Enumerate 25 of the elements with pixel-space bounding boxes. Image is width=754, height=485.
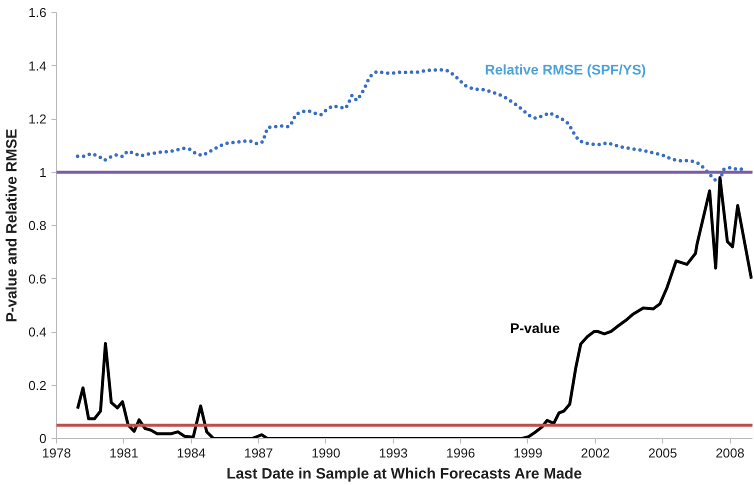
x-tick-label: 1990 (311, 446, 340, 460)
x-tick-label: 1993 (378, 446, 408, 460)
x-tick-label: 2008 (716, 446, 745, 460)
y-tick-label: 1.6 (28, 5, 47, 20)
y-tick-label: 0.2 (28, 378, 47, 393)
x-tick-label: 1984 (176, 446, 206, 460)
y-tick-label: 1 (39, 164, 47, 180)
y-tick-label: 1.4 (28, 58, 47, 74)
x-tick-label: 1987 (244, 446, 274, 460)
y-tick-label: 0.6 (28, 271, 47, 286)
y-axis-title: P-value and Relative RMSE (3, 128, 20, 322)
series-label: P-value (510, 320, 560, 336)
y-tick-label: 0.8 (28, 218, 47, 233)
y-tick-label: 0.4 (28, 324, 47, 340)
x-tick-label: 2005 (648, 446, 678, 460)
x-tick-label: 1978 (42, 446, 71, 460)
line-series (76, 176, 752, 438)
series-label: Relative RMSE (SPF/YS) (484, 62, 646, 78)
x-tick-label: 1981 (109, 446, 138, 460)
x-tick-label: 1996 (446, 446, 476, 460)
y-tick-label: 0 (39, 431, 47, 446)
x-tick-label: 1999 (514, 446, 542, 460)
x-tick-label: 2002 (580, 446, 610, 460)
x-axis-title: Last Date in Sample at Which Forecasts Are Made (226, 466, 582, 482)
y-tick-label: 1.2 (28, 112, 47, 126)
